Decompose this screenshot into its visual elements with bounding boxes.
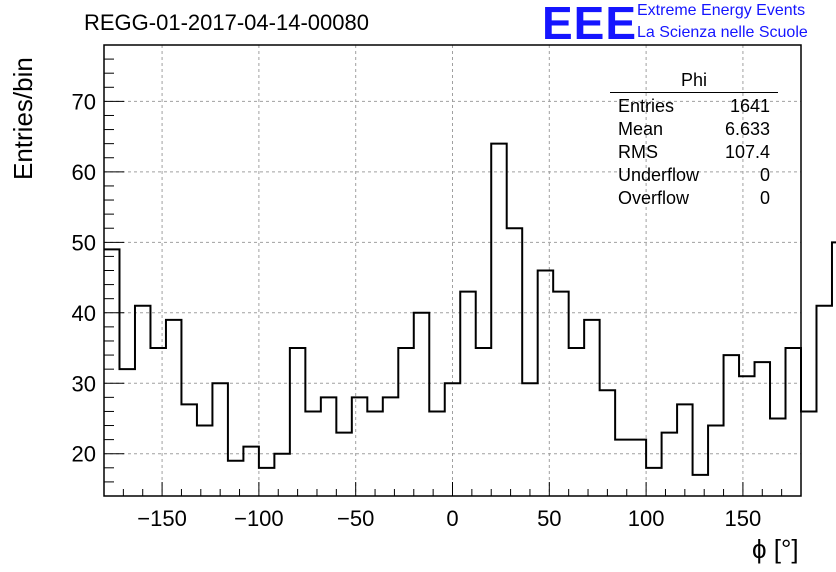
histogram-bin xyxy=(770,418,785,496)
x-tick-label: −100 xyxy=(234,506,284,531)
histogram-bin xyxy=(429,411,444,496)
histogram-bin xyxy=(367,411,382,496)
histogram-bin xyxy=(212,383,227,496)
histogram-bin xyxy=(476,348,491,496)
histogram-bin xyxy=(600,390,615,496)
histogram-bin xyxy=(181,404,196,496)
stats-row: RMS 107.4 xyxy=(610,141,778,164)
histogram-bin xyxy=(832,242,836,496)
y-tick-label: 20 xyxy=(72,442,96,467)
histogram-bin xyxy=(816,306,831,496)
histogram-bin xyxy=(631,440,646,496)
histogram-bin xyxy=(104,249,119,496)
stats-box: Phi Entries 1641 Mean 6.633 RMS 107.4 Un… xyxy=(610,70,778,210)
stats-value: 0 xyxy=(759,188,770,208)
histogram-bin xyxy=(786,348,801,496)
histogram-bin xyxy=(739,376,754,496)
stats-label: Entries xyxy=(618,96,675,116)
stats-label: Mean xyxy=(618,119,664,139)
histogram-bin xyxy=(336,433,351,496)
histogram-bin xyxy=(197,426,212,496)
histogram-bin xyxy=(646,468,661,496)
histogram-bin xyxy=(677,404,692,496)
stats-label: RMS xyxy=(618,142,658,162)
logo-line-2: La Scienza nelle Scuole xyxy=(637,24,808,41)
x-tick-label: 100 xyxy=(628,506,665,531)
stats-value: 1641 xyxy=(729,96,770,116)
histogram-bin xyxy=(693,475,708,496)
x-tick-label: 50 xyxy=(537,506,561,531)
stats-row: Mean 6.633 xyxy=(610,118,778,141)
stats-row: Overflow 0 xyxy=(610,187,778,210)
histogram-bin xyxy=(584,320,599,496)
x-tick-label: 150 xyxy=(725,506,762,531)
stats-value: 0 xyxy=(759,165,770,185)
histogram-bin xyxy=(383,397,398,496)
histogram-bin xyxy=(569,348,584,496)
histogram-bin xyxy=(755,362,770,496)
y-axis-label: Entries/bin xyxy=(8,57,38,180)
histogram-bin xyxy=(708,426,723,496)
histogram-series xyxy=(104,142,836,476)
histogram-bin xyxy=(522,383,537,496)
histogram-bin xyxy=(662,433,677,496)
histogram-bin xyxy=(119,369,134,496)
histogram-bin xyxy=(135,306,150,496)
histogram-bin xyxy=(553,292,568,496)
x-tick-label: −50 xyxy=(337,506,374,531)
stats-row: Entries 1641 xyxy=(610,95,778,118)
histogram-bin xyxy=(150,348,165,496)
histogram-bin xyxy=(491,144,506,496)
histogram-bin xyxy=(321,397,336,496)
histogram-bin xyxy=(445,383,460,496)
histogram-bin xyxy=(460,292,475,496)
histogram-bin xyxy=(352,397,367,496)
logo-line-1: Extreme Energy Events xyxy=(637,2,806,19)
stats-row: Underflow 0 xyxy=(610,164,778,187)
y-tick-label: 30 xyxy=(72,371,96,396)
stats-label: Overflow xyxy=(618,188,690,208)
histogram-bin xyxy=(290,348,305,496)
y-tick-label: 40 xyxy=(72,301,96,326)
stats-label: Underflow xyxy=(618,165,700,185)
x-axis-label: ϕ [°] xyxy=(752,534,799,564)
y-tick-label: 70 xyxy=(72,89,96,114)
chart-title: REGG-01-2017-04-14-00080 xyxy=(84,10,369,35)
histogram-bin xyxy=(228,461,243,496)
x-tick-label: 0 xyxy=(446,506,458,531)
histogram-bin xyxy=(398,348,413,496)
eee-logo: EEE xyxy=(542,0,638,49)
x-tick-label: −150 xyxy=(137,506,187,531)
histogram-bin xyxy=(615,440,630,496)
histogram-bin xyxy=(243,447,258,496)
histogram-bin xyxy=(507,228,522,496)
histogram-bin xyxy=(305,411,320,496)
stats-title: Phi xyxy=(610,70,778,93)
histogram-bin xyxy=(724,355,739,496)
histogram-bin xyxy=(274,454,289,496)
histogram-bin xyxy=(414,313,429,496)
stats-value: 107.4 xyxy=(724,142,770,162)
histogram-bin xyxy=(166,320,181,496)
histogram-bin xyxy=(538,271,553,497)
histogram-bin xyxy=(259,468,274,496)
y-tick-label: 60 xyxy=(72,160,96,185)
y-tick-label: 50 xyxy=(72,230,96,255)
histogram-bin xyxy=(801,411,816,496)
stats-value: 6.633 xyxy=(724,119,770,139)
